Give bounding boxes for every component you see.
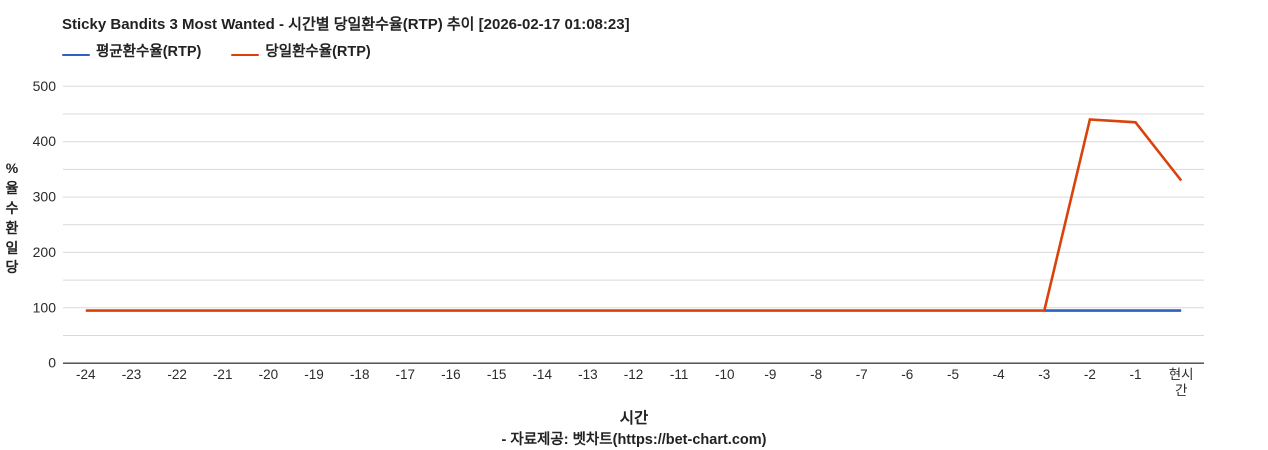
svg-text:-13: -13: [578, 367, 598, 382]
svg-text:100: 100: [33, 299, 57, 315]
svg-text:-9: -9: [764, 367, 776, 382]
svg-text:-10: -10: [715, 367, 735, 382]
svg-text:간: 간: [1175, 383, 1187, 398]
svg-text:-1: -1: [1129, 367, 1141, 382]
svg-text:-3: -3: [1038, 367, 1050, 382]
svg-text:-12: -12: [624, 367, 644, 382]
svg-text:-8: -8: [810, 367, 822, 382]
svg-text:-19: -19: [304, 367, 324, 382]
svg-text:-5: -5: [947, 367, 959, 382]
svg-text:-2: -2: [1084, 367, 1096, 382]
svg-text:-20: -20: [259, 367, 279, 382]
svg-text:500: 500: [33, 78, 57, 94]
svg-text:-23: -23: [122, 367, 142, 382]
svg-text:400: 400: [33, 133, 57, 149]
svg-text:-4: -4: [993, 367, 1005, 382]
svg-text:-6: -6: [901, 367, 913, 382]
svg-text:0: 0: [48, 355, 56, 371]
svg-text:-15: -15: [487, 367, 507, 382]
svg-text:-24: -24: [76, 367, 96, 382]
svg-text:-18: -18: [350, 367, 370, 382]
svg-text:-16: -16: [441, 367, 461, 382]
svg-text:-17: -17: [396, 367, 416, 382]
svg-text:200: 200: [33, 244, 57, 260]
svg-text:-14: -14: [532, 367, 552, 382]
svg-text:300: 300: [33, 189, 57, 205]
svg-text:-21: -21: [213, 367, 233, 382]
svg-text:-7: -7: [856, 367, 868, 382]
svg-text:-22: -22: [167, 367, 187, 382]
svg-text:현시: 현시: [1169, 367, 1194, 382]
svg-text:-11: -11: [670, 367, 689, 382]
